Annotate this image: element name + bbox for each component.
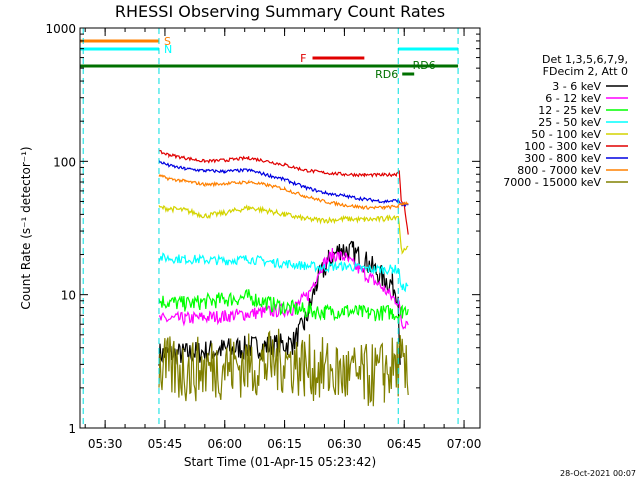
flag-bar-label: N: [164, 43, 172, 56]
x-tick-label: 06:15: [267, 437, 302, 451]
x-tick-label: 06:00: [207, 437, 242, 451]
series-line: [158, 204, 409, 255]
legend-entry-label: 50 - 100 keV: [531, 128, 601, 141]
series-layer: [158, 149, 409, 407]
flag-bar-label: S: [164, 35, 171, 48]
legend: Det 1,3,5,6,7,9,FDecim 2, Att 0 3 - 6 keV…: [503, 53, 628, 189]
x-tick-label: 07:00: [447, 437, 482, 451]
y-tick-label: 100: [53, 155, 76, 169]
legend-entry-label: 7000 - 15000 keV: [503, 176, 601, 189]
y-axis-label: Count Rate (s⁻¹ detector⁻¹): [19, 146, 33, 309]
legend-entry-label: 12 - 25 keV: [538, 104, 601, 117]
y-tick-label: 1: [68, 422, 76, 436]
x-axis-label: Start Time (01-Apr-15 05:23:42): [184, 455, 376, 469]
legend-entry-label: 800 - 7000 keV: [517, 164, 601, 177]
legend-entry-label: 6 - 12 keV: [545, 92, 601, 105]
y-tick-label: 1000: [45, 22, 76, 36]
x-tick-label: 06:30: [327, 437, 362, 451]
series-line: [158, 288, 409, 324]
chart-title: RHESSI Observing Summary Count Rates: [115, 2, 445, 21]
series-line: [158, 160, 409, 208]
legend-header: FDecim 2, Att 0: [543, 65, 628, 78]
legend-header: Det 1,3,5,6,7,9,: [542, 53, 628, 66]
flag-bar-label: RD6: [413, 59, 436, 72]
series-line: [158, 247, 409, 330]
y-tick-label: 10: [61, 289, 76, 303]
flag-bar-label: F: [300, 52, 306, 65]
series-line: [158, 328, 409, 407]
series-line: [158, 252, 409, 293]
series-line: [158, 149, 409, 235]
x-tick-label: 05:30: [88, 437, 123, 451]
x-tick-label: 06:45: [387, 437, 422, 451]
legend-entry-label: 25 - 50 keV: [538, 116, 601, 129]
x-tick-label: 05:45: [148, 437, 183, 451]
legend-entry-label: 100 - 300 keV: [524, 140, 601, 153]
legend-entry-label: 300 - 800 keV: [524, 152, 601, 165]
night-boundaries: [82, 28, 459, 428]
legend-entry-label: 3 - 6 keV: [552, 80, 601, 93]
axes: 05:30 05:45 06:00 06:15 06:30 06:45 07:00 1 10 10…: [45, 22, 481, 451]
plot-frame: [79, 27, 481, 429]
series-line: [158, 173, 409, 211]
footer-timestamp: 28-Oct-2021 00:07: [560, 469, 636, 478]
flag-bars: SN F RD6 RD6: [80, 35, 459, 81]
flag-bar-label: RD6: [375, 68, 398, 81]
